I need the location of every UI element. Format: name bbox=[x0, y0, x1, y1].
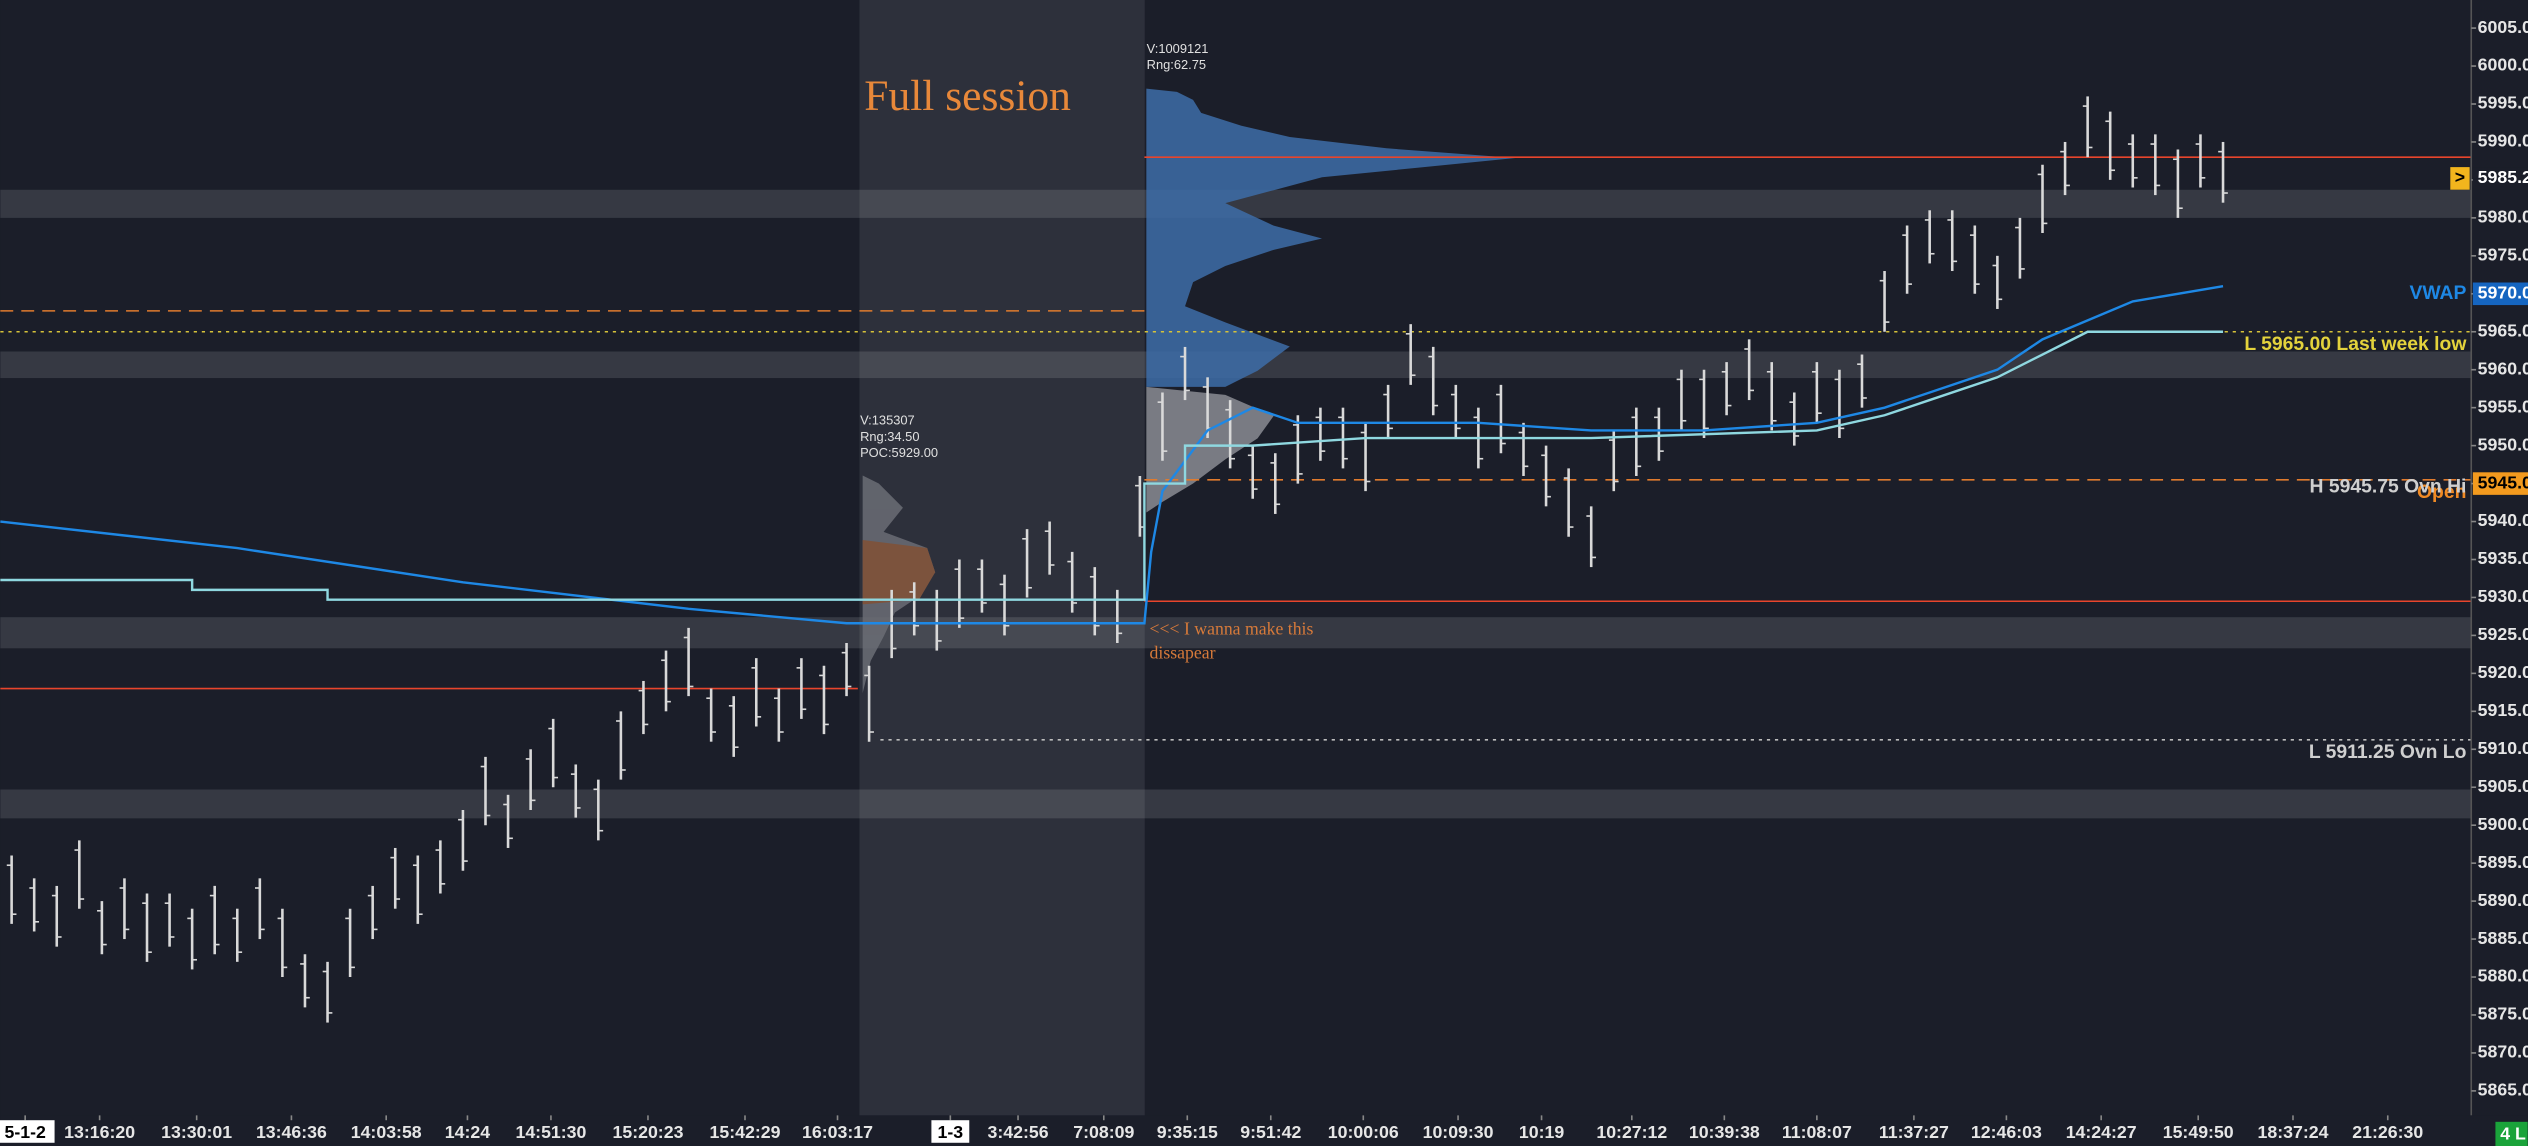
profile-upper bbox=[1146, 88, 1516, 387]
x-tick-label: 14:24:27 bbox=[2066, 1122, 2137, 1142]
x-tick-label: 16:03:17 bbox=[802, 1122, 873, 1142]
y-tick-label: 5940.0 bbox=[2478, 510, 2528, 530]
level-label: Open bbox=[2417, 481, 2466, 503]
level-label: L 5911.25 Ovn Lo bbox=[2309, 741, 2467, 763]
profile-stat: V:1009121 bbox=[1147, 41, 1209, 56]
side-label: VWAP bbox=[2409, 282, 2466, 304]
x-tick-label: 10:00:06 bbox=[1328, 1122, 1399, 1142]
volume-profile bbox=[862, 88, 1516, 694]
price-marker-bg bbox=[2450, 167, 2470, 190]
y-tick-label: 5865.0 bbox=[2478, 1080, 2528, 1100]
x-tick-label: 14:03:58 bbox=[351, 1122, 422, 1142]
x-tick-label: 10:19 bbox=[1519, 1122, 1564, 1142]
y-tick-label: 5875.0 bbox=[2478, 1004, 2528, 1024]
price-tag-bg bbox=[2472, 167, 2528, 190]
x-tick-label: 7:08:09 bbox=[1073, 1122, 1134, 1142]
y-tick-label: 5905.0 bbox=[2478, 776, 2528, 796]
lines bbox=[0, 285, 2224, 625]
y-tick-label: 5880.0 bbox=[2478, 966, 2528, 986]
x-tick-label: 10:27:12 bbox=[1596, 1122, 1667, 1142]
profile-stat: V:135307 bbox=[860, 413, 915, 428]
x-tick-label: 10:39:38 bbox=[1689, 1122, 1760, 1142]
axes: 5865.0 5870.0 5875.0 5880.0 5885.0 5890.0 5895… bbox=[0, 17, 2528, 1146]
x-tick-label: 13:16:20 bbox=[64, 1122, 135, 1142]
profile-stat: Rng:34.50 bbox=[860, 429, 919, 444]
price-tag-bg bbox=[2472, 282, 2528, 306]
bars bbox=[6, 96, 2228, 1023]
price-tag-bg bbox=[2472, 472, 2528, 495]
y-tick-label: 5925.0 bbox=[2478, 624, 2528, 644]
overlay: L 5965.00 Last week low Open L 5911.25 Ovn… bbox=[860, 41, 2467, 763]
status: 4 L bbox=[2500, 1123, 2526, 1143]
x-tick-label: 15:49:50 bbox=[2163, 1122, 2234, 1142]
y-tick-label: 5950.0 bbox=[2478, 434, 2528, 454]
y-tick-label: 5920.0 bbox=[2478, 662, 2528, 682]
side-label: H 5945.75 Ovn Hi bbox=[2310, 475, 2467, 497]
y-tick-label: 5965.0 bbox=[2478, 320, 2528, 340]
annotation: dissapear bbox=[1150, 642, 1216, 662]
x-tick-label: 9:51:42 bbox=[1240, 1122, 1301, 1142]
x-tick-label: 12:46:03 bbox=[1971, 1122, 2042, 1142]
status-bg bbox=[2495, 1121, 2528, 1146]
y-tick-label: 5890.0 bbox=[2478, 890, 2528, 910]
x-tick-label: 21:26:30 bbox=[2352, 1122, 2423, 1142]
y-tick-label: 5935.0 bbox=[2478, 548, 2528, 568]
y-tick-label: 5975.0 bbox=[2478, 245, 2528, 265]
annotation: <<< I wanna make this bbox=[1150, 618, 1314, 638]
x-tick-label: 11:08:07 bbox=[1782, 1122, 1852, 1142]
x-tick-label: 5-1-2 bbox=[4, 1122, 46, 1142]
zone bbox=[0, 617, 2472, 649]
session-label: Full session bbox=[864, 72, 1071, 120]
y-tick-label: 5995.0 bbox=[2478, 93, 2528, 113]
x-tick-box bbox=[931, 1120, 970, 1143]
x-tick-label: 15:20:23 bbox=[612, 1122, 683, 1142]
y-tick-label: 5930.0 bbox=[2478, 586, 2528, 606]
indicator-line bbox=[0, 285, 2224, 625]
x-tick-label: 1-3 bbox=[938, 1122, 964, 1142]
x-tick-label: 9:35:15 bbox=[1157, 1122, 1218, 1142]
x-tick-label: 10:09:30 bbox=[1423, 1122, 1494, 1142]
price-tag: 5970.0 bbox=[2478, 282, 2528, 302]
zone bbox=[0, 789, 2472, 819]
y-tick-label: 5900.0 bbox=[2478, 814, 2528, 834]
y-tick-label: 5910.0 bbox=[2478, 738, 2528, 758]
x-axis-bg bbox=[0, 1115, 2528, 1146]
x-tick-label: 3:42:56 bbox=[987, 1122, 1048, 1142]
x-tick-label: 15:42:29 bbox=[710, 1122, 781, 1142]
profile-stat: Rng:62.75 bbox=[1147, 57, 1206, 72]
x-tick-label: 13:30:01 bbox=[161, 1122, 232, 1142]
y-tick-label: 5990.0 bbox=[2478, 131, 2528, 151]
price-tag: 5945.0 bbox=[2478, 472, 2528, 492]
x-tick-box bbox=[0, 1120, 55, 1143]
y-tick-label: 5915.0 bbox=[2478, 700, 2528, 720]
y-tick-label: 5885.0 bbox=[2478, 928, 2528, 948]
y-tick-label: 5870.0 bbox=[2478, 1042, 2528, 1062]
y-tick-label: 5955.0 bbox=[2478, 396, 2528, 416]
y-tick-label: 5895.0 bbox=[2478, 852, 2528, 872]
profile-left-va bbox=[862, 539, 936, 605]
price-tag: 5985.2 bbox=[2478, 167, 2528, 187]
x-tick-label: 14:24 bbox=[445, 1122, 490, 1142]
price-marker: > bbox=[2455, 167, 2465, 187]
profile-stat: POC:5929.00 bbox=[860, 445, 938, 460]
y-tick-label: 5960.0 bbox=[2478, 358, 2528, 378]
y-tick-label: 5980.0 bbox=[2478, 207, 2528, 227]
x-tick-label: 13:46:36 bbox=[256, 1122, 327, 1142]
y-tick-label: 6000.0 bbox=[2478, 55, 2528, 75]
level-label: L 5965.00 Last week low bbox=[2244, 333, 2467, 355]
x-tick-label: 18:37:24 bbox=[2258, 1122, 2329, 1142]
y-tick-label: 6005.0 bbox=[2478, 17, 2528, 37]
profile-lower bbox=[1146, 386, 1274, 513]
x-tick-label: 14:51:30 bbox=[515, 1122, 586, 1142]
indicator-line bbox=[0, 330, 2224, 601]
x-tick-label: 11:37:27 bbox=[1879, 1122, 1949, 1142]
